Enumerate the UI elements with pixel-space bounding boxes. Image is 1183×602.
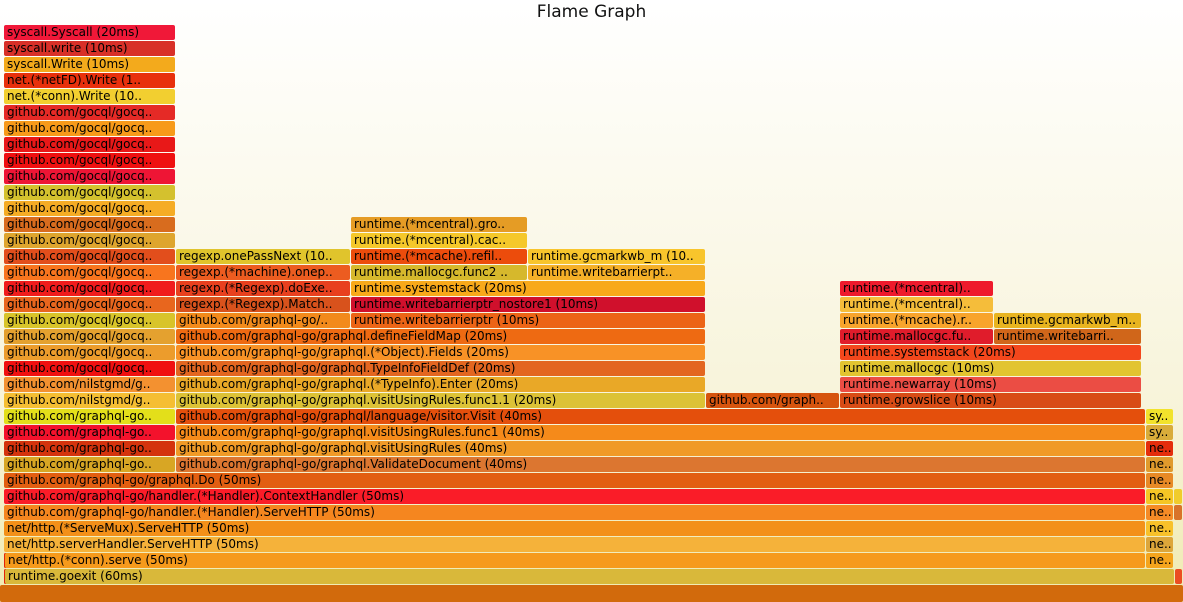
flame-frame[interactable]: github.com/graphql-go/graphql.defineFiel… <box>176 329 705 344</box>
flame-frame[interactable]: ne.. <box>1146 553 1173 568</box>
flame-frame[interactable]: runtime.mallocgc (10ms) <box>840 361 1141 376</box>
flame-frame[interactable]: github.com/graphql-go/graphql.TypeInfoFi… <box>176 361 705 376</box>
flame-frame[interactable]: github.com/graphql-go.. <box>4 457 175 472</box>
flame-frame[interactable]: github.com/nilstgmd/g.. <box>4 393 175 408</box>
flame-frame[interactable] <box>1174 489 1182 504</box>
flame-frame[interactable]: runtime.(*mcentral).. <box>840 297 993 312</box>
flame-frame[interactable]: github.com/gocql/gocq.. <box>4 329 175 344</box>
flame-frame[interactable]: github.com/graphql-go/graphql/language/v… <box>176 409 1145 424</box>
flame-frame[interactable]: github.com/gocql/gocq.. <box>4 185 175 200</box>
flame-frame[interactable]: github.com/gocql/gocq.. <box>4 281 175 296</box>
flame-frame[interactable]: syscall.write (10ms) <box>4 41 175 56</box>
flame-frame[interactable]: github.com/graphql-go.. <box>4 409 175 424</box>
flame-frame[interactable]: github.com/graphql-go/handler.(*Handler)… <box>4 489 1145 504</box>
flame-frame[interactable]: runtime.(*mcentral).cac.. <box>351 233 527 248</box>
flame-frame[interactable]: github.com/nilstgmd/g.. <box>4 377 175 392</box>
flame-frame[interactable]: net/http.(*ServeMux).ServeHTTP (50ms) <box>4 521 1145 536</box>
flame-frame[interactable]: runtime.(*mcentral).gro.. <box>351 217 527 232</box>
flame-frame[interactable] <box>1175 569 1182 584</box>
flame-frame[interactable]: ne.. <box>1146 521 1173 536</box>
flame-frame[interactable]: github.com/graphql-go/graphql.ValidateDo… <box>176 457 1145 472</box>
flame-frame[interactable]: github.com/gocql/gocq.. <box>4 169 175 184</box>
flame-frame[interactable]: runtime.writebarrierptr (10ms) <box>351 313 705 328</box>
flame-frame[interactable]: regexp.(*Regexp).doExe.. <box>176 281 350 296</box>
flame-frame[interactable]: github.com/gocql/gocq.. <box>4 297 175 312</box>
flame-frame[interactable]: sy.. <box>1146 425 1173 440</box>
flame-frame[interactable]: sy.. <box>1146 409 1173 424</box>
flame-frame[interactable]: net/http.(*conn).serve (50ms) <box>5 553 1145 568</box>
flame-frame[interactable]: github.com/gocql/gocq.. <box>4 345 175 360</box>
flame-frame[interactable]: runtime.gcmarkwb_m.. <box>994 313 1141 328</box>
flame-frame[interactable]: runtime.gcmarkwb_m (10.. <box>528 249 705 264</box>
flame-frame[interactable]: github.com/graphql-go.. <box>4 425 175 440</box>
flame-frame[interactable]: github.com/graphql-go/graphql.(*Object).… <box>176 345 705 360</box>
flame-frame[interactable]: regexp.onePassNext (10.. <box>176 249 350 264</box>
flame-frame[interactable]: github.com/gocql/gocq.. <box>4 233 175 248</box>
flame-frame[interactable]: github.com/graphql-go.. <box>4 441 175 456</box>
flame-frame[interactable]: github.com/gocql/gocq.. <box>4 105 175 120</box>
flame-frame[interactable]: runtime.(*mcache).refil.. <box>351 249 527 264</box>
flame-frame[interactable]: github.com/graphql-go/.. <box>176 313 350 328</box>
flame-frame[interactable]: ne.. <box>1146 473 1173 488</box>
flame-frame[interactable]: runtime.systemstack (20ms) <box>840 345 1141 360</box>
flame-frame[interactable]: github.com/graphql-go/graphql.(*TypeInfo… <box>176 377 705 392</box>
flame-frame[interactable]: github.com/graph.. <box>706 393 839 408</box>
flame-frame[interactable] <box>0 585 1183 602</box>
flame-frame[interactable]: ne.. <box>1146 505 1173 520</box>
flame-frame[interactable]: ne.. <box>1146 457 1173 472</box>
flame-frame[interactable]: runtime.(*mcentral).. <box>840 281 993 296</box>
flame-frame[interactable]: github.com/gocql/gocq.. <box>4 137 175 152</box>
flame-frame[interactable]: github.com/gocql/gocq.. <box>4 361 175 376</box>
flame-frame[interactable]: github.com/gocql/gocq.. <box>4 249 175 264</box>
flame-frame[interactable]: github.com/gocql/gocq.. <box>4 217 175 232</box>
flame-frame[interactable]: github.com/gocql/gocq.. <box>4 313 175 328</box>
flame-frame[interactable]: github.com/graphql-go/graphql.visitUsing… <box>176 441 1145 456</box>
flame-frame[interactable]: runtime.growslice (10ms) <box>840 393 1141 408</box>
flame-frame[interactable]: regexp.(*Regexp).Match.. <box>176 297 350 312</box>
flame-frame[interactable]: ne.. <box>1146 489 1173 504</box>
flame-frame[interactable]: runtime.systemstack (20ms) <box>351 281 705 296</box>
flame-frame[interactable]: runtime.writebarrierpt.. <box>528 265 705 280</box>
flame-frame[interactable]: github.com/graphql-go/graphql.visitUsing… <box>176 393 705 408</box>
flame-frame[interactable]: runtime.mallocgc.func2 .. <box>351 265 527 280</box>
flame-frame[interactable]: net/http.serverHandler.ServeHTTP (50ms) <box>4 537 1145 552</box>
flame-frame[interactable]: runtime.goexit (60ms) <box>5 569 1174 584</box>
flame-frame[interactable]: runtime.writebarrierptr_nostore1 (10ms) <box>351 297 705 312</box>
flame-frame[interactable]: github.com/graphql-go/handler.(*Handler)… <box>4 505 1145 520</box>
flame-frame[interactable]: github.com/gocql/gocq.. <box>4 201 175 216</box>
flame-frame[interactable]: github.com/graphql-go/graphql.visitUsing… <box>176 425 1145 440</box>
flame-frame[interactable]: github.com/gocql/gocq.. <box>4 265 175 280</box>
flame-frame[interactable]: regexp.(*machine).onep.. <box>176 265 350 280</box>
flame-frame[interactable]: runtime.writebarri.. <box>994 329 1141 344</box>
flame-frame[interactable]: runtime.mallocgc.fu.. <box>840 329 993 344</box>
flame-frame[interactable]: ne.. <box>1146 537 1173 552</box>
flame-frame[interactable]: github.com/gocql/gocq.. <box>4 153 175 168</box>
flame-frame[interactable]: ne.. <box>1146 441 1173 456</box>
flame-frame[interactable]: net.(*netFD).Write (1.. <box>4 73 175 88</box>
flame-frame[interactable] <box>1174 505 1182 520</box>
flame-frame[interactable]: runtime.newarray (10ms) <box>840 377 1141 392</box>
flame-frame[interactable]: runtime.(*mcache).r.. <box>840 313 993 328</box>
flame-frame[interactable]: syscall.Write (10ms) <box>4 57 175 72</box>
flame-frame[interactable]: net.(*conn).Write (10.. <box>4 89 175 104</box>
chart-title: Flame Graph <box>536 2 647 22</box>
flame-frame[interactable]: github.com/gocql/gocq.. <box>4 121 175 136</box>
flame-frame[interactable]: github.com/graphql-go/graphql.Do (50ms) <box>4 473 1145 488</box>
flame-frame[interactable]: syscall.Syscall (20ms) <box>4 25 175 40</box>
